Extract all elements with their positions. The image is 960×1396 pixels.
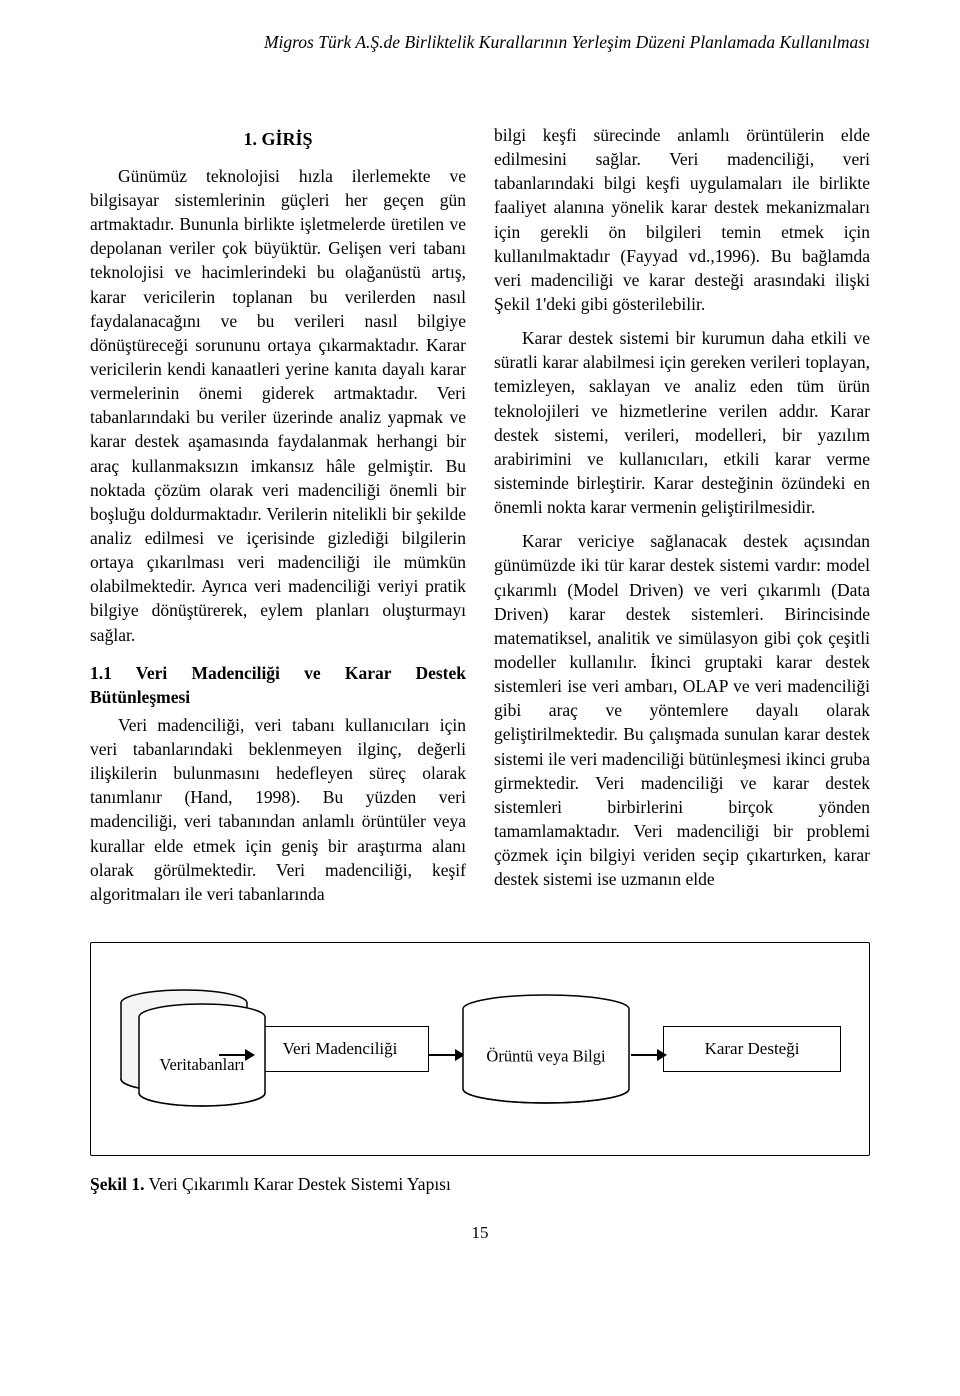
subsection-title: 1.1 Veri Madenciliği ve Karar Destek Büt… [90,661,466,709]
caption-text: Veri Çıkarımlı Karar Destek Sistemi Yapı… [144,1174,450,1194]
cylinder-icon: Örüntü veya Bilgi [461,994,631,1104]
body-columns: 1. GİRİŞ Günümüz teknolojisi hızla ilerl… [90,123,870,906]
cylinder-label: Örüntü veya Bilgi [461,1047,631,1067]
process-box: Karar Desteği [663,1026,841,1072]
database-label: Veritabanları [137,1055,267,1075]
paragraph: Karar destek sistemi bir kurumun daha et… [494,326,870,519]
process-box: Veri Madenciliği [251,1026,429,1072]
paragraph: Veri madenciliği, veri tabanı kullanıcıl… [90,713,466,906]
figure-caption: Şekil 1. Veri Çıkarımlı Karar Destek Sis… [90,1174,870,1195]
arrow-icon [429,1048,461,1050]
section-title: 1. GİRİŞ [90,127,466,152]
page: Migros Türk A.Ş.de Birliktelik Kuralları… [0,0,960,1396]
paragraph: bilgi keşfi sürecinde anlamlı örüntüleri… [494,123,870,316]
paragraph: Günümüz teknolojisi hızla ilerlemekte ve… [90,164,466,647]
figure-1: Veritabanları Veri Madenciliği Örüntü ve… [90,942,870,1156]
column-left: 1. GİRİŞ Günümüz teknolojisi hızla ilerl… [90,123,466,906]
column-right: bilgi keşfi sürecinde anlamlı örüntüleri… [494,123,870,906]
paragraph: Karar vericiye sağlanacak destek açısınd… [494,529,870,891]
database-stack-icon: Veritabanları [119,989,219,1109]
running-header: Migros Türk A.Ş.de Birliktelik Kuralları… [90,32,870,53]
caption-label: Şekil 1. [90,1174,144,1194]
page-number: 15 [90,1223,870,1243]
arrow-icon [219,1048,251,1050]
arrow-icon [631,1048,663,1050]
